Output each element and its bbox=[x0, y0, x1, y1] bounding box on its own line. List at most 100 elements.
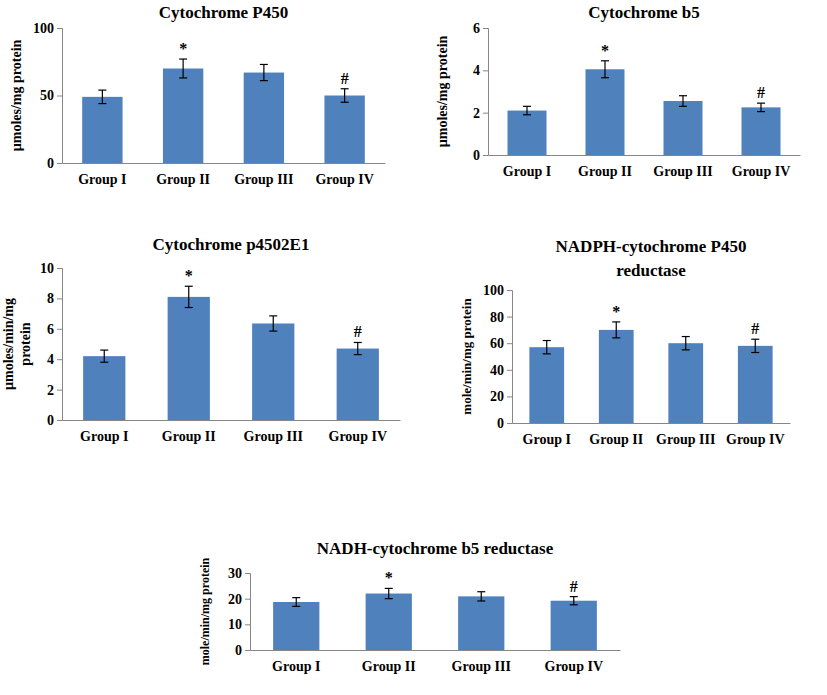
x-tick-label: Group III bbox=[653, 164, 712, 179]
x-tick: Group I bbox=[523, 423, 571, 447]
y-axis-title: mole/min/mg protein bbox=[459, 298, 474, 415]
error-bar-cap bbox=[385, 588, 393, 589]
y-tick: 4 bbox=[47, 352, 62, 367]
y-tick: 0 bbox=[235, 643, 250, 658]
x-axis: Group IGroup IIGroup IIIGroup IV bbox=[251, 650, 621, 674]
chart: 0246810Group IGroup IIGroup IIIGroup IVµ… bbox=[1, 261, 400, 444]
x-tick: Group III bbox=[653, 155, 712, 179]
error-bar-cap bbox=[179, 77, 187, 78]
x-tick-label: Group I bbox=[272, 659, 320, 674]
bar bbox=[244, 73, 284, 163]
y-tick-label: 20 bbox=[228, 592, 242, 607]
y-tick-mark bbox=[57, 298, 62, 299]
bar bbox=[168, 297, 210, 420]
chart-title: NADPH-cytochrome P450reductase bbox=[556, 237, 747, 280]
y-tick-label: 0 bbox=[235, 643, 242, 658]
x-tick: Group I bbox=[80, 420, 128, 444]
y-tick-label: 80 bbox=[490, 310, 504, 325]
y-tick-label: 30 bbox=[228, 566, 242, 581]
y-tick-mark bbox=[57, 390, 62, 391]
error-bar-cap bbox=[260, 80, 268, 81]
error-bar-stem bbox=[616, 322, 617, 338]
y-tick: 80 bbox=[490, 310, 512, 325]
x-tick: Group II bbox=[578, 155, 632, 179]
error-bar-stem bbox=[546, 341, 547, 354]
error-bar-cap bbox=[477, 600, 485, 601]
y-tick-mark bbox=[57, 268, 62, 269]
y-tick-label: 20 bbox=[490, 389, 504, 404]
error-bar-cap bbox=[354, 354, 362, 355]
y-axis: 0246 bbox=[473, 21, 489, 163]
y-axis-title: mole/min/mg protein bbox=[198, 557, 212, 665]
y-tick-mark bbox=[507, 396, 512, 397]
x-axis: Group IGroup IIGroup IIIGroup IV bbox=[63, 420, 401, 444]
y-tick-label: 100 bbox=[33, 21, 54, 36]
error-bar bbox=[570, 597, 578, 605]
y-axis-title: µmoles/mg protein bbox=[435, 35, 450, 147]
y-tick: 4 bbox=[473, 63, 488, 78]
chart: 0102030Group IGroup IIGroup IIIGroup IVm… bbox=[198, 557, 621, 674]
x-axis-line bbox=[63, 163, 386, 164]
error-bar bbox=[100, 350, 108, 362]
error-bar-stem bbox=[760, 103, 761, 111]
y-tick-mark bbox=[57, 420, 62, 421]
x-tick: Group IV bbox=[726, 423, 784, 447]
y-tick: 8 bbox=[47, 291, 62, 306]
x-tick-label: Group II bbox=[156, 172, 210, 187]
error-bar bbox=[260, 64, 268, 80]
bar bbox=[668, 343, 703, 423]
bar bbox=[83, 356, 125, 420]
y-tick-mark bbox=[245, 650, 250, 651]
x-tick: Group III bbox=[656, 423, 715, 447]
x-tick-label: Group III bbox=[234, 172, 293, 187]
error-bar-stem bbox=[188, 286, 189, 307]
y-tick-label: 100 bbox=[483, 283, 504, 298]
y-tick-mark bbox=[57, 28, 62, 29]
error-bar-cap bbox=[100, 362, 108, 363]
bar bbox=[458, 596, 504, 650]
chart: 050100Group IGroup IIGroup IIIGroup IVµm… bbox=[9, 21, 385, 187]
error-bar bbox=[179, 59, 187, 78]
y-tick: 0 bbox=[47, 156, 62, 171]
error-bar-stem bbox=[755, 339, 756, 352]
bar bbox=[273, 602, 319, 650]
y-tick-label: 60 bbox=[490, 336, 504, 351]
x-tick-label: Group IV bbox=[545, 659, 603, 674]
y-tick-mark bbox=[245, 624, 250, 625]
error-bar-cap bbox=[757, 111, 765, 112]
error-bar-stem bbox=[685, 337, 686, 350]
y-tick-label: 40 bbox=[490, 363, 504, 378]
significance-marker: * bbox=[179, 40, 187, 57]
plot-area bbox=[82, 59, 365, 163]
y-tick-mark bbox=[245, 599, 250, 600]
bar bbox=[324, 96, 364, 164]
x-tick-label: Group II bbox=[162, 429, 216, 444]
y-tick: 0 bbox=[47, 413, 62, 428]
x-tick: Group IV bbox=[545, 650, 603, 674]
x-tick: Group IV bbox=[732, 155, 790, 179]
error-bar-stem bbox=[183, 59, 184, 78]
x-axis: Group IGroup IIGroup IIIGroup IV bbox=[513, 423, 791, 447]
error-bar-cap bbox=[570, 596, 578, 597]
chart: 0246 Group I Group II Group III Group IV µmol… bbox=[435, 21, 800, 179]
error-bar-stem bbox=[573, 597, 574, 605]
y-tick: 0 bbox=[473, 148, 488, 163]
y-tick-label: 8 bbox=[47, 291, 54, 306]
y-axis-title: µmoles/mg protein bbox=[9, 39, 24, 151]
error-bar-cap bbox=[682, 336, 690, 337]
y-tick: 6 bbox=[47, 322, 62, 337]
y-tick-mark bbox=[245, 573, 250, 574]
error-bar-cap bbox=[570, 604, 578, 605]
x-tick: Group II bbox=[156, 163, 210, 187]
error-bar-cap bbox=[477, 591, 485, 592]
y-tick-label: 4 bbox=[47, 352, 54, 367]
x-tick-label: Group I bbox=[503, 164, 551, 179]
y-tick-mark bbox=[483, 113, 488, 114]
x-tick-label: Group II bbox=[362, 659, 416, 674]
x-tick: Group III bbox=[244, 420, 303, 444]
error-bar-stem bbox=[296, 598, 297, 607]
error-bar bbox=[757, 103, 765, 111]
error-bar-cap bbox=[543, 353, 551, 354]
error-bar bbox=[477, 592, 485, 601]
x-axis-line bbox=[513, 423, 791, 424]
